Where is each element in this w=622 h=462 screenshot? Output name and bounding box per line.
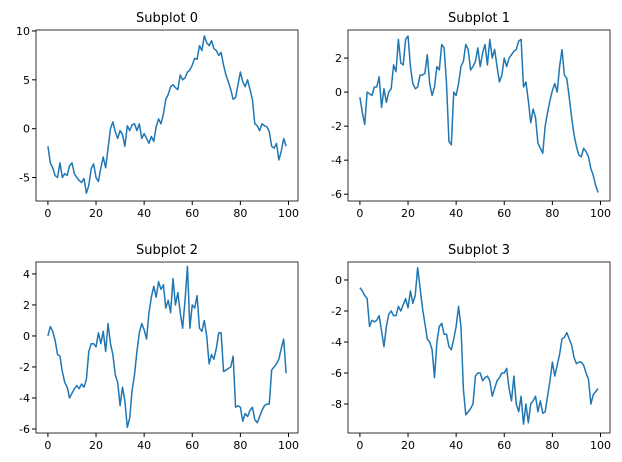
y-tick-label: -5 [19, 172, 30, 185]
x-tick-label: 40 [137, 207, 151, 220]
x-tick-label: 60 [497, 439, 511, 452]
subplot: Subplot 1 0 20 40 60 80 100 -6 -4 -2 0 2 [331, 11, 611, 220]
x-tick-label: 100 [590, 207, 611, 220]
y-tick-label: -2 [331, 305, 342, 318]
axes-frame [347, 261, 611, 434]
x-tick-label: 0 [356, 439, 363, 452]
y-tick-label: 0 [23, 123, 30, 136]
y-tick-label: 2 [23, 299, 30, 312]
y-tick-label: -2 [331, 120, 342, 133]
x-tick-label: 20 [401, 439, 415, 452]
x-tick-label: 20 [89, 439, 103, 452]
x-tick-label: 80 [233, 207, 247, 220]
x-tick-label: 20 [401, 207, 415, 220]
y-tick-label: 0 [335, 274, 342, 287]
subplot: Subplot 0 0 20 40 60 80 100 -5 0 5 10 [16, 11, 299, 220]
line [47, 265, 287, 429]
x-tick-label: 60 [185, 207, 199, 220]
y-tick-label: -6 [19, 423, 30, 436]
x-tick-label: 40 [449, 207, 463, 220]
subplot: Subplot 3 0 20 40 60 80 100 -8 -6 -4 -2 0 [331, 243, 611, 452]
y-tick-label: 0 [23, 330, 30, 343]
y-tick-label: -4 [331, 154, 342, 167]
y-tick-label: -4 [19, 392, 30, 405]
x-tick-label: 60 [497, 207, 511, 220]
x-tick-label: 100 [278, 207, 299, 220]
x-tick-label: 80 [233, 439, 247, 452]
x-tick-label: 0 [44, 207, 51, 220]
x-tick-label: 100 [278, 439, 299, 452]
line [359, 35, 599, 193]
axes-frame [35, 261, 299, 434]
x-tick-label: 0 [356, 207, 363, 220]
x-tick-label: 80 [545, 439, 559, 452]
line [359, 266, 599, 425]
line [47, 35, 287, 194]
x-tick-label: 0 [44, 439, 51, 452]
subplot-title: Subplot 3 [448, 243, 510, 258]
subplot: Subplot 2 0 20 40 60 80 100 -6 -4 -2 0 2 4 [19, 243, 299, 452]
x-tick-label: 100 [590, 439, 611, 452]
x-tick-label: 40 [449, 439, 463, 452]
y-tick-label: -8 [331, 398, 342, 411]
y-tick-label: -6 [331, 367, 342, 380]
y-tick-label: -6 [331, 188, 342, 201]
subplot-title: Subplot 0 [136, 11, 198, 26]
subplot-title: Subplot 1 [448, 11, 510, 26]
subplot-title: Subplot 2 [136, 243, 198, 258]
y-tick-label: 0 [335, 86, 342, 99]
x-tick-label: 60 [185, 439, 199, 452]
axes-frame [347, 29, 611, 202]
x-tick-label: 20 [89, 207, 103, 220]
x-tick-label: 80 [545, 207, 559, 220]
x-tick-label: 40 [137, 439, 151, 452]
y-tick-label: -2 [19, 361, 30, 374]
y-tick-label: 2 [335, 52, 342, 65]
y-tick-label: 4 [23, 268, 30, 281]
y-tick-label: -4 [331, 336, 342, 349]
y-tick-label: 5 [23, 74, 30, 87]
axes-frame [35, 29, 299, 202]
y-tick-label: 10 [16, 25, 30, 38]
